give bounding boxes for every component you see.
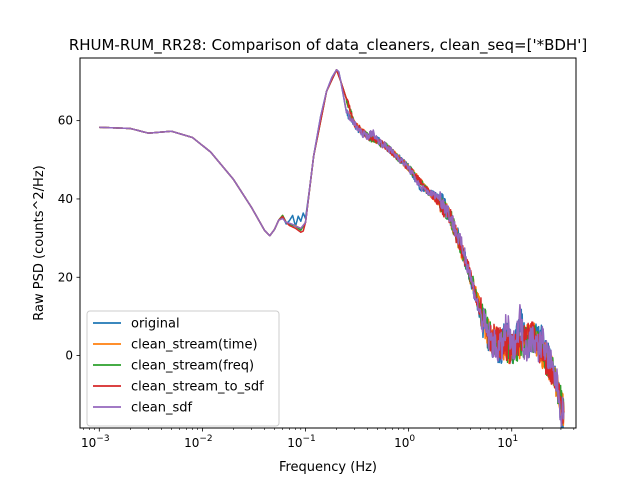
y-tick-label: 20 xyxy=(58,270,73,284)
x-tick-label: 10−1 xyxy=(287,434,316,450)
y-axis-ticks: 0 20 40 60 xyxy=(58,114,80,363)
x-tick-label: 10−2 xyxy=(184,434,213,450)
x-tick-label: 101 xyxy=(497,434,518,450)
legend: original clean_stream(time) clean_stream(f… xyxy=(86,310,280,427)
legend-entry: clean_stream(time) xyxy=(131,338,258,353)
legend-frame xyxy=(86,310,280,427)
y-tick-label: 40 xyxy=(58,192,73,206)
x-tick-label: 10−3 xyxy=(81,434,110,450)
chart-title: RHUM-RUM_RR28: Comparison of data_cleane… xyxy=(69,36,587,55)
y-axis-label: Raw PSD (counts^2/Hz) xyxy=(32,165,47,320)
legend-entry: clean_stream(freq) xyxy=(131,359,254,374)
y-tick-label: 60 xyxy=(58,114,73,128)
series-layer xyxy=(99,69,565,428)
legend-entry: clean_stream_to_sdf xyxy=(131,380,264,395)
axes-frame xyxy=(79,57,577,429)
legend-entry: original xyxy=(131,317,180,332)
legend-entry: clean_sdf xyxy=(131,401,192,416)
y-tick-label: 0 xyxy=(65,349,73,363)
x-tick-label: 100 xyxy=(394,434,415,450)
series-line-clean-sdf xyxy=(99,69,565,427)
x-axis-label: Frequency (Hz) xyxy=(279,460,377,475)
x-axis-ticks: 10−3 10−2 10−1 100 101 xyxy=(81,428,575,450)
plot-area xyxy=(79,57,577,429)
